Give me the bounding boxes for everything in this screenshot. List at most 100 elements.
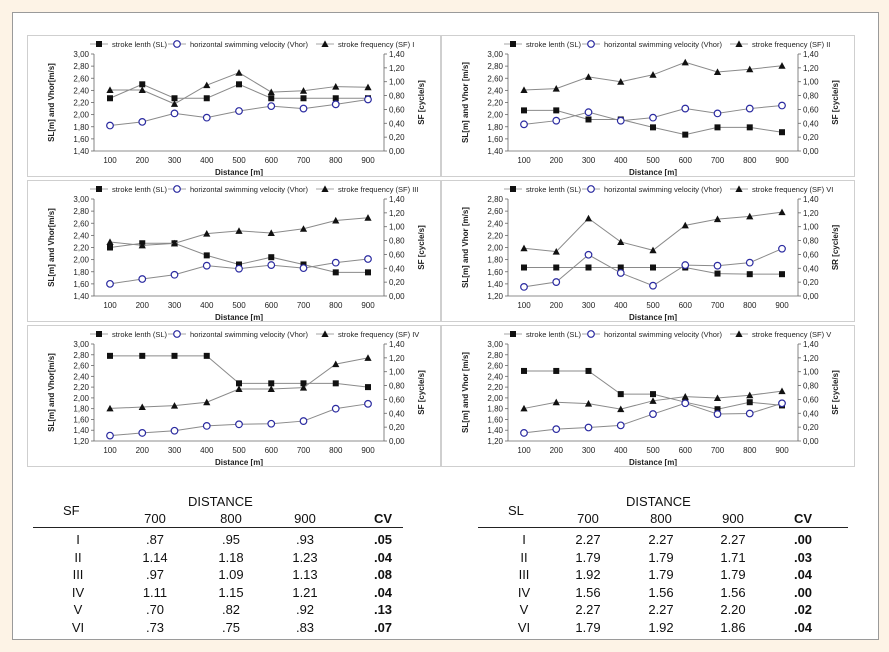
y-tick-label: 1,80 xyxy=(73,268,89,277)
y-tick-label: 1,80 xyxy=(73,405,89,414)
legend-entry: horizontal swimming velocity (Vhor) xyxy=(190,185,308,194)
data-point xyxy=(235,69,243,76)
data-point xyxy=(300,380,307,387)
y2-tick-label: 1,40 xyxy=(803,340,819,349)
sl-table-rule xyxy=(478,527,848,528)
y-tick-label: 1,60 xyxy=(73,280,89,289)
y2-tick-label: 0,40 xyxy=(389,409,405,418)
y-tick-label: 1,80 xyxy=(487,123,503,132)
x-tick-label: 700 xyxy=(297,156,311,165)
y2-tick-label: 0,20 xyxy=(389,133,405,142)
data-point xyxy=(552,116,561,125)
data-point xyxy=(267,261,276,269)
data-point xyxy=(778,62,786,69)
x-tick-label: 300 xyxy=(582,301,596,310)
data-point xyxy=(649,281,657,290)
table-cell: 2.20 xyxy=(720,602,746,617)
x-tick-label: 400 xyxy=(614,156,628,165)
y2-tick-label: 0,20 xyxy=(803,423,819,432)
sf-table-rule xyxy=(33,527,403,528)
data-point xyxy=(521,107,527,114)
y2-tick-label: 1,40 xyxy=(803,195,819,204)
series-circle xyxy=(520,399,786,437)
sl-table: SL DISTANCE 700 800 900 CV I 2.27 2.27 2.27 .00 I… xyxy=(478,491,858,635)
y2-tick-label: 0,80 xyxy=(803,92,819,101)
y-tick-label: 2,20 xyxy=(487,383,503,392)
data-point xyxy=(268,380,275,387)
table-cell: 1.15 xyxy=(218,584,244,600)
legend-marker xyxy=(173,40,181,48)
data-point xyxy=(552,85,560,92)
data-point xyxy=(745,104,754,113)
y-tick-label: 2,40 xyxy=(487,86,503,95)
row-label: IV xyxy=(517,584,531,600)
table-cell: .00 xyxy=(793,584,813,600)
x-tick-label: 100 xyxy=(517,446,531,455)
column-header: CV xyxy=(373,511,393,526)
table-cell: 1.56 xyxy=(575,584,601,600)
data-point xyxy=(584,399,593,407)
x-tick-label: 700 xyxy=(711,156,725,165)
y-tick-label: 1,20 xyxy=(487,437,503,446)
data-point xyxy=(138,241,146,249)
row-label: II xyxy=(520,549,528,565)
y2-tick-label: 0,00 xyxy=(803,292,819,301)
column-header: 800 xyxy=(650,511,672,526)
chart-svg: 1,20 1,40 1,601,80 2,00 2,20 2,402,60 2,80 3,00… xyxy=(47,330,426,466)
data-point xyxy=(138,86,146,94)
x-tick-label: 300 xyxy=(168,156,182,165)
series-circle xyxy=(106,399,372,440)
data-point xyxy=(713,261,722,270)
x-tick-label: 200 xyxy=(136,301,150,310)
data-point xyxy=(552,398,560,406)
data-point xyxy=(202,422,211,430)
y-tick-label: 3,00 xyxy=(73,340,89,349)
data-point xyxy=(236,81,242,88)
x-tick-label: 500 xyxy=(646,446,660,455)
data-point xyxy=(106,279,114,288)
data-point xyxy=(585,264,592,271)
y-tick-label: 2,00 xyxy=(73,394,89,403)
x-tick-label: 100 xyxy=(517,156,531,165)
x-tick-label: 800 xyxy=(743,156,757,165)
series-square xyxy=(107,352,371,391)
legend-marker xyxy=(510,186,516,192)
series-square xyxy=(521,367,785,413)
data-point xyxy=(585,367,592,374)
data-point xyxy=(171,95,178,102)
row-label: II xyxy=(74,549,82,565)
data-point xyxy=(138,275,147,283)
x-tick-label: 900 xyxy=(361,446,375,455)
y2-tick-label: 1,20 xyxy=(803,354,819,363)
legend-marker xyxy=(96,331,102,337)
y2-tick-label: 0,80 xyxy=(803,237,819,246)
table-cell: 1.79 xyxy=(575,549,601,565)
data-point xyxy=(521,367,527,374)
y-tick-label: 2,60 xyxy=(487,362,503,371)
x-tick-label: 100 xyxy=(103,301,117,310)
data-point xyxy=(553,107,560,114)
y2-tick-label: 0,40 xyxy=(803,119,819,128)
x-tick-label: 900 xyxy=(775,301,789,310)
data-point xyxy=(520,120,528,129)
data-point xyxy=(649,71,657,78)
data-point xyxy=(203,252,210,259)
y-tick-label: 2,20 xyxy=(73,99,89,108)
legend-marker xyxy=(321,40,329,47)
table-cell: .03 xyxy=(793,549,813,565)
legend-entry: stroke frequency (SF) II xyxy=(752,40,830,49)
series-circle xyxy=(106,95,372,130)
y-tick-label: 1,40 xyxy=(487,426,503,435)
y-axis-title: SL[m] and Vhor [m/s] xyxy=(461,62,470,143)
y2-axis-title: SF [cycle/s] xyxy=(417,80,426,125)
y2-tick-label: 0,00 xyxy=(803,437,819,446)
y-tick-label: 1,60 xyxy=(487,135,503,144)
column-header: 700 xyxy=(577,511,599,526)
table-cell: .92 xyxy=(295,602,315,617)
chart-panel-vi: 1,20 1,40 1,60 1,80 2,00 2,20 2,40 2,60 2,80 0,00… xyxy=(441,180,855,322)
data-point xyxy=(617,405,625,413)
x-tick-label: 200 xyxy=(550,156,564,165)
data-point xyxy=(267,88,275,96)
data-point xyxy=(584,73,593,80)
data-point xyxy=(681,58,689,66)
